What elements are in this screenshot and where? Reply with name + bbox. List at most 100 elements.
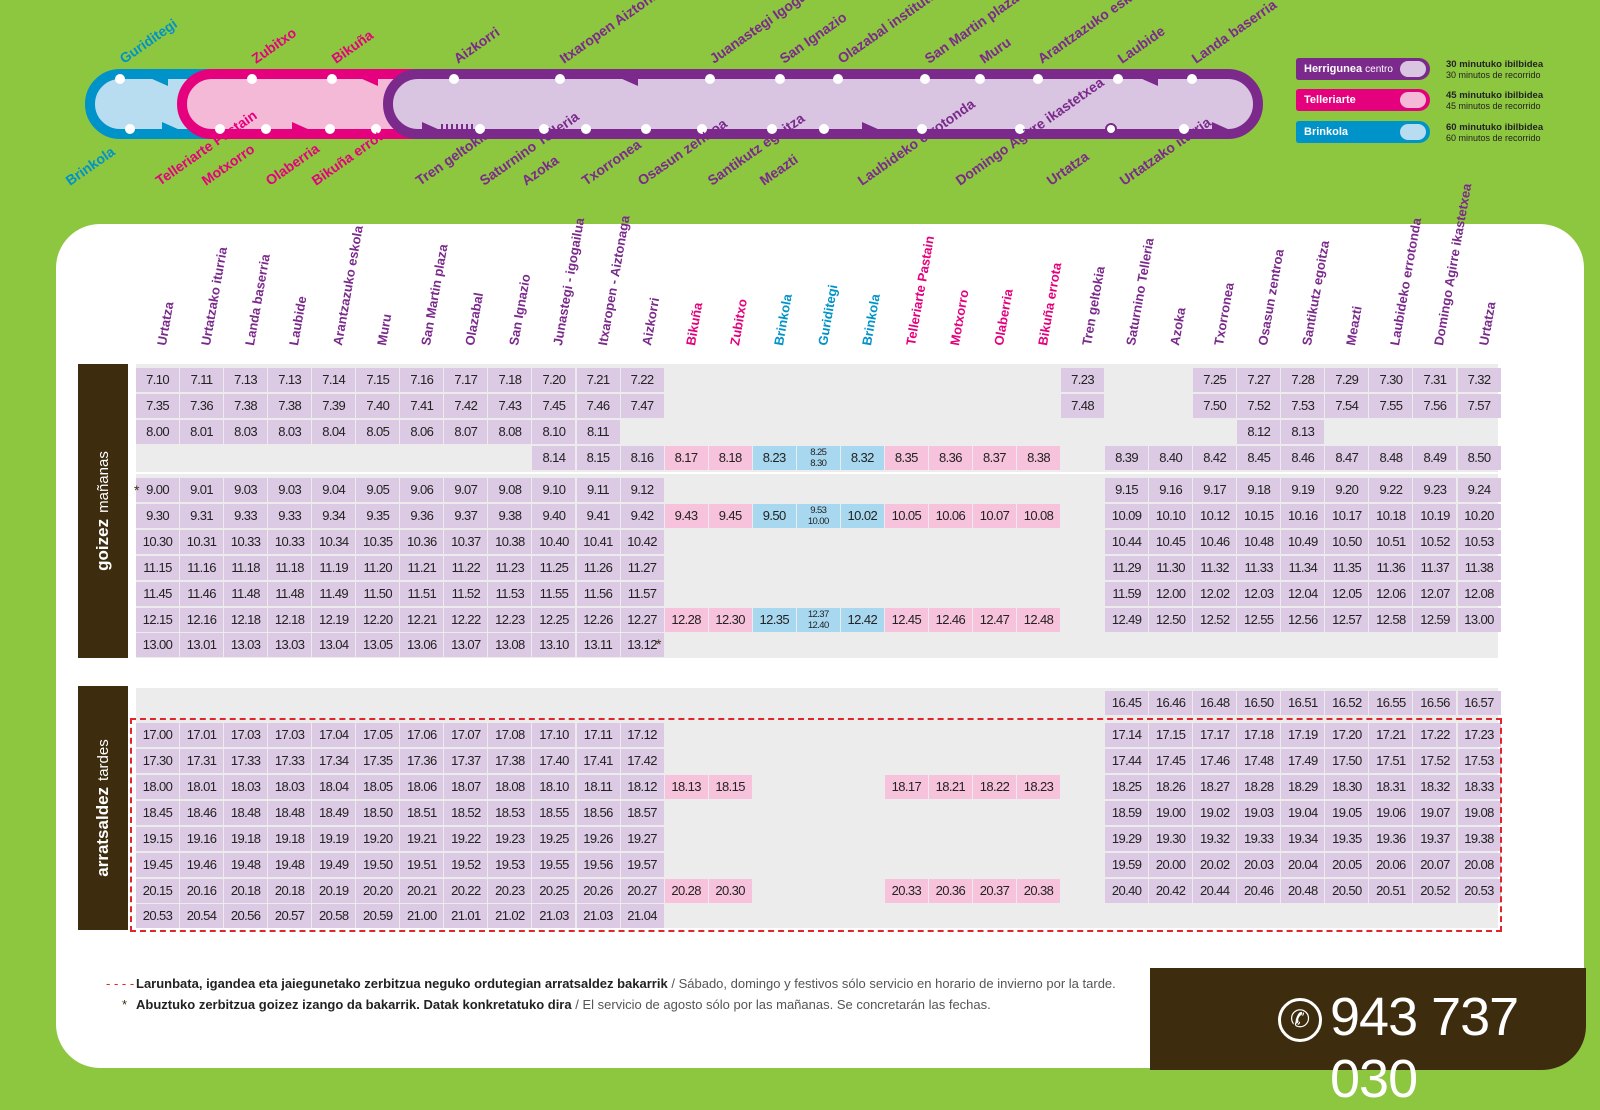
time-cell-part: 12.37 xyxy=(807,609,829,620)
time-cell: 10.17 xyxy=(1325,504,1369,528)
time-cell: 10.19 xyxy=(1413,504,1457,528)
time-cell: 17.36 xyxy=(400,749,444,773)
dash-mark: - - - - xyxy=(106,976,135,991)
time-cell: 20.44 xyxy=(1193,879,1237,903)
time-cell: 20.28 xyxy=(664,879,708,903)
time-cell: 9.33 xyxy=(224,504,268,528)
time-cell: 20.21 xyxy=(400,879,444,903)
afternoon-eu: arratsaldez xyxy=(93,786,112,877)
time-cell: 10.50 xyxy=(1325,530,1369,554)
time-cell: 19.00 xyxy=(1149,801,1193,825)
time-cell: 17.01 xyxy=(180,723,224,747)
phone-number[interactable]: 943 737 030 xyxy=(1330,987,1519,1109)
time-cell: 18.55 xyxy=(532,801,576,825)
time-cell: 19.19 xyxy=(312,827,356,851)
time-cell: 11.59 xyxy=(1105,582,1149,606)
time-cell: 7.13 xyxy=(224,368,268,392)
time-cell: 8.39 xyxy=(1105,446,1149,470)
sep-morning xyxy=(136,472,1498,474)
time-cell: 11.25 xyxy=(532,556,576,580)
time-cell: 8.00 xyxy=(136,420,180,444)
legend-time-herrigunea: 30 minutuko ibilbidea 30 minutos de recor… xyxy=(1446,60,1543,81)
time-cell: 9.23 xyxy=(1413,478,1457,502)
time-cell: 20.57 xyxy=(268,904,312,928)
time-cell: 13.06 xyxy=(400,633,444,657)
time-cell: 11.15 xyxy=(136,556,180,580)
time-cell: 19.30 xyxy=(1149,827,1193,851)
time-cell: 19.07 xyxy=(1413,801,1457,825)
time-cell: 18.12 xyxy=(620,775,664,799)
time-cell: 8.16 xyxy=(620,446,664,470)
time-cell: 20.18 xyxy=(268,879,312,903)
time-cell: 7.30 xyxy=(1369,368,1413,392)
time-cell: 20.46 xyxy=(1237,879,1281,903)
time-cell-part: 8.30 xyxy=(810,458,827,469)
time-cell: 19.55 xyxy=(532,853,576,877)
time-cell: 12.21 xyxy=(400,608,444,632)
legend-brinkola: Brinkola xyxy=(1296,121,1430,143)
note-weekend: - - - - Larunbata, igandea eta jaieguneta… xyxy=(106,976,1116,991)
time-cell: 10.31 xyxy=(180,530,224,554)
time-cell: 12.59 xyxy=(1413,608,1457,632)
time-cell: 8.47 xyxy=(1325,446,1369,470)
morning-label-text: goizez mañanas xyxy=(93,451,113,571)
time-cell: 11.48 xyxy=(224,582,268,606)
time-cell: 8.03 xyxy=(268,420,312,444)
time-cell: 9.08 xyxy=(488,478,532,502)
time-cell: 18.11 xyxy=(576,775,620,799)
time-cell: 17.35 xyxy=(356,749,400,773)
time-cell: 11.38 xyxy=(1457,556,1501,580)
time-cell: 12.16 xyxy=(180,608,224,632)
time-cell: 19.49 xyxy=(312,853,356,877)
time-cell: 17.14 xyxy=(1105,723,1149,747)
time-cell: 17.53 xyxy=(1457,749,1501,773)
time-cell: 11.53 xyxy=(488,582,532,606)
time-cell: 17.10 xyxy=(532,723,576,747)
time-cell: 17.33 xyxy=(224,749,268,773)
time-cell: 17.17 xyxy=(1193,723,1237,747)
time-cell: 20.05 xyxy=(1325,853,1369,877)
time-cell: 12.27 xyxy=(620,608,664,632)
time-cell: 7.36 xyxy=(180,394,224,418)
time-cell: 9.45 xyxy=(708,504,752,528)
time-cell: 7.28 xyxy=(1281,368,1325,392)
time-cell: 7.48 xyxy=(1061,394,1105,418)
time-cell: 7.32 xyxy=(1457,368,1501,392)
time-cell: 20.38 xyxy=(1017,879,1061,903)
time-cell: 10.16 xyxy=(1281,504,1325,528)
note-separator: / xyxy=(575,997,579,1012)
time-cell: 12.18 xyxy=(268,608,312,632)
time-cell: 20.33 xyxy=(884,879,928,903)
time-cell: 16.57 xyxy=(1457,691,1501,715)
time-cell: 8.18 xyxy=(708,446,752,470)
time-cell: 7.42 xyxy=(444,394,488,418)
time-cell: 12.00 xyxy=(1149,582,1193,606)
time-cell: 7.40 xyxy=(356,394,400,418)
time-cell: 10.33 xyxy=(268,530,312,554)
time-cell: 10.45 xyxy=(1149,530,1193,554)
time-cell: 12.35 xyxy=(752,608,796,632)
time-cell: 19.21 xyxy=(400,827,444,851)
route-stop-label: Laubide xyxy=(1115,22,1168,66)
time-cell: 18.45 xyxy=(136,801,180,825)
time-cell: 11.36 xyxy=(1369,556,1413,580)
time-cell: 8.10 xyxy=(532,420,576,444)
time-cell: 18.00 xyxy=(136,775,180,799)
time-cell: 13.00 xyxy=(136,633,180,657)
time-cell: 17.31 xyxy=(180,749,224,773)
time-cell: 10.30 xyxy=(136,530,180,554)
time-cell: 10.40 xyxy=(532,530,576,554)
time-cell: 7.17 xyxy=(444,368,488,392)
time-cell: 12.07 xyxy=(1413,582,1457,606)
time-cell: 17.48 xyxy=(1237,749,1281,773)
star-mark: * xyxy=(122,997,128,1012)
time-cell: 8.08 xyxy=(488,420,532,444)
time-cell: 19.32 xyxy=(1193,827,1237,851)
time-cell: 9.04 xyxy=(312,478,356,502)
time-cell: 11.23 xyxy=(488,556,532,580)
time-cell: 19.25 xyxy=(532,827,576,851)
time-cell: 11.48 xyxy=(268,582,312,606)
time-cell: 17.07 xyxy=(444,723,488,747)
time-cell: 7.46 xyxy=(576,394,620,418)
time-cell: 12.58 xyxy=(1369,608,1413,632)
